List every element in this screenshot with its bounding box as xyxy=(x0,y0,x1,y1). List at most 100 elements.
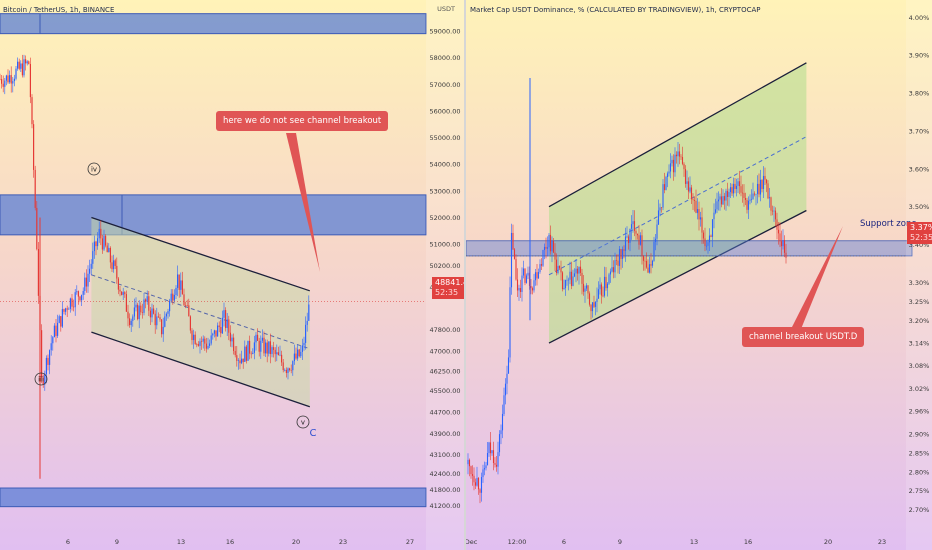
usdtd-candle-body-92 xyxy=(605,276,607,289)
btc-candle-body-191 xyxy=(305,324,307,343)
btc-candle-body-81 xyxy=(129,318,131,326)
btc-candle-body-132 xyxy=(210,335,212,344)
btc-callout-note: here we do not see channel breakout xyxy=(216,111,389,131)
usdtd-candle-body-83 xyxy=(591,302,594,312)
usdtd-candle-body-30 xyxy=(512,232,514,250)
usdtd-callout-pointer xyxy=(791,226,843,329)
usdtd-candle-body-144 xyxy=(683,163,685,170)
usdtd-candle-body-79 xyxy=(585,285,588,289)
btc-candle-body-18 xyxy=(28,61,30,65)
usdtd-candle-body-84 xyxy=(593,302,595,307)
btc-candle-body-16 xyxy=(25,59,27,64)
btc-candle-body-121 xyxy=(193,334,195,341)
usdtd-ytick-3.14: 3.14% xyxy=(909,340,930,348)
usdtd-ytick-3.8: 3.80% xyxy=(909,90,930,98)
usdtd-candle-body-55 xyxy=(549,234,552,252)
usdtd-candle-body-147 xyxy=(687,181,690,192)
usdtd-candle-body-116 xyxy=(641,235,643,256)
btc-price-axis[interactable] xyxy=(426,0,465,550)
btc-candle-body-150 xyxy=(239,360,241,364)
btc-ytick-44700: 44700.00 xyxy=(429,409,460,417)
btc-candle-body-20 xyxy=(31,97,33,125)
usdtd-chart-panel[interactable]: 4.00% 3.90% 3.80% 3.70% 3.60% 3.50% 3.40% 3.30%… xyxy=(466,0,932,550)
usdtd-candle-body-156 xyxy=(701,217,703,233)
usdtd-candle-body-175 xyxy=(729,187,732,193)
btc-candle-body-64 xyxy=(101,238,103,250)
btc-candle-body-123 xyxy=(196,344,198,345)
btc-candle-body-55 xyxy=(87,273,89,287)
usdtd-candle-body-111 xyxy=(633,221,636,231)
btc-channel-upper-line[interactable] xyxy=(91,216,311,292)
usdtd-candle-body-108 xyxy=(629,228,631,243)
btc-candle-body-181 xyxy=(289,368,291,371)
usdtd-candle-body-139 xyxy=(675,154,678,157)
usdtd-channel-lower-line[interactable] xyxy=(548,209,807,344)
usdtd-candle-body-70 xyxy=(572,276,574,286)
btc-candle-body-52 xyxy=(82,290,84,295)
usdtd-chart-header: Market Cap USDT Dominance, % (CALCULATED… xyxy=(470,6,761,14)
btc-ytick-56000: 56000.00 xyxy=(429,107,460,115)
btc-candle-body-30 xyxy=(47,357,49,365)
btc-chart-canvas[interactable]: iv iii vC USDT 59000.00 58000.00 57000.00 56000… xyxy=(0,0,465,550)
btc-wave-iv-circle xyxy=(87,162,101,176)
usdtd-candle-body-167 xyxy=(717,199,720,202)
btc-candle-body-171 xyxy=(273,347,275,350)
btc-wave-c: C xyxy=(310,428,317,439)
usdtd-candle-body-104 xyxy=(623,249,625,251)
btc-candle-body-59 xyxy=(93,241,95,252)
btc-candle-body-39 xyxy=(61,309,63,327)
btc-candle-body-161 xyxy=(257,334,259,341)
usdtd-candle-body-163 xyxy=(711,219,714,237)
btc-candle-body-51 xyxy=(81,294,83,301)
btc-candle-body-78 xyxy=(124,292,126,295)
usdtd-ytick-2.85: 2.85% xyxy=(909,449,930,457)
btc-candle-body-84 xyxy=(133,307,135,317)
usdtd-candle-body-68 xyxy=(569,271,571,280)
btc-ytick-42400: 42400.00 xyxy=(429,470,460,478)
btc-candle-body-175 xyxy=(279,354,281,356)
usdtd-ytick-2.8: 2.80% xyxy=(909,468,930,476)
usdtd-candle-body-64 xyxy=(563,288,565,290)
usdtd-ytick-4: 4.00% xyxy=(909,14,930,22)
btc-candle-body-158 xyxy=(252,352,254,354)
usdtd-candle-body-174 xyxy=(728,192,730,197)
btc-candle-body-127 xyxy=(202,338,204,342)
usdtd-candle-body-10 xyxy=(482,469,484,478)
usdtd-ytick-2.7: 2.70% xyxy=(909,506,930,514)
usdtd-candle-body-153 xyxy=(696,209,699,213)
btc-candle-body-103 xyxy=(164,316,166,327)
btc-candle-body-65 xyxy=(103,235,105,250)
usdtd-candle-body-198 xyxy=(764,175,766,180)
btc-candle-body-79 xyxy=(125,294,127,312)
btc-callout-pointer xyxy=(286,133,320,272)
btc-channel-lower-line[interactable] xyxy=(91,331,311,408)
btc-candle-body-185 xyxy=(295,353,297,359)
usdtd-candle-body-72 xyxy=(575,268,577,274)
btc-chart-panel[interactable]: iv iii v C USDT 59000.00 58000.00 57000.00 56000… xyxy=(0,0,465,550)
usdtd-candle-body-36 xyxy=(521,275,523,293)
btc-candle-body-33 xyxy=(52,337,54,344)
usdtd-candle-body-96 xyxy=(611,267,613,272)
usdtd-price-axis[interactable] xyxy=(906,0,932,550)
btc-candle-body-24 xyxy=(37,249,39,296)
panel-divider[interactable] xyxy=(464,0,466,550)
btc-candle-body-179 xyxy=(285,369,287,373)
btc-candle-body-32 xyxy=(50,343,52,351)
usdtd-candle-body-42 xyxy=(530,285,532,289)
usdtd-ytick-3.9: 3.90% xyxy=(909,52,930,60)
usdtd-candle-body-123 xyxy=(651,260,654,266)
usdtd-candle-body-188 xyxy=(749,199,751,201)
btc-candle-body-73 xyxy=(116,265,118,279)
usdtd-chart-canvas[interactable]: 4.00% 3.90% 3.80% 3.70% 3.60% 3.50% 3.40% 3.30%… xyxy=(466,0,932,550)
btc-price-tag-countdown: 52:35 xyxy=(435,288,459,297)
usdtd-xtick-2: 6 xyxy=(562,538,566,546)
usdtd-price-tag-value: 3.37% xyxy=(910,223,932,232)
btc-candle-body-131 xyxy=(209,343,211,346)
usdtd-ytick-3.08: 3.08% xyxy=(909,362,930,370)
usdtd-candle-body-75 xyxy=(579,266,582,273)
usdtd-candle-body-152 xyxy=(695,200,697,213)
btc-candle-body-145 xyxy=(231,337,233,342)
usdtd-channel-upper-line[interactable] xyxy=(548,62,807,208)
usdtd-candle-body-132 xyxy=(665,176,667,191)
usdtd-ytick-3.02: 3.02% xyxy=(909,385,930,393)
